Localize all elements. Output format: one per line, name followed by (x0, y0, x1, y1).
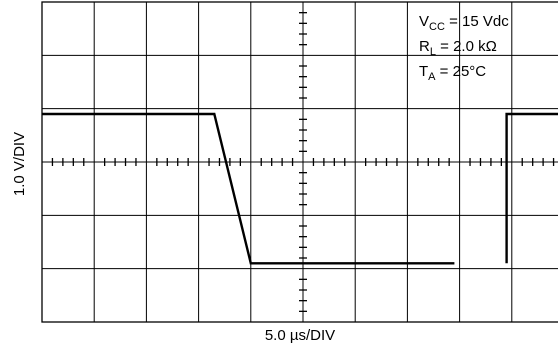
waveform-traces (42, 112, 558, 265)
condition-vcc: VCC = 15 Vdc (419, 13, 509, 33)
waveform-trace-2 (505, 112, 558, 264)
condition-ta: TA = 25°C (419, 63, 486, 83)
y-axis-label: 1.0 V/DIV (11, 132, 28, 196)
graticule (41, 1, 558, 323)
center-axis-ticks (51, 12, 555, 312)
condition-rl: RL = 2.0 kΩ (419, 38, 497, 58)
x-axis-label: 5.0 µs/DIV (265, 327, 335, 344)
waveform-trace-1 (42, 112, 455, 265)
